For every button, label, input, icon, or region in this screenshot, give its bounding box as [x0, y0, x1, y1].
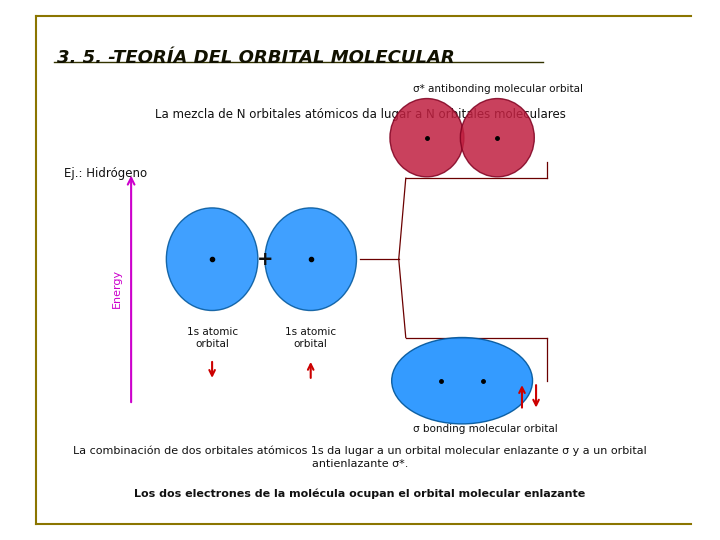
Text: 1s atomic
orbital: 1s atomic orbital: [186, 327, 238, 349]
Text: Los dos electrones de la molécula ocupan el orbital molecular enlazante: Los dos electrones de la molécula ocupan…: [135, 489, 585, 499]
Text: σ* antibonding molecular orbital: σ* antibonding molecular orbital: [413, 84, 582, 94]
Text: 3. 5. -TEORÍA DEL ORBITAL MOLECULAR: 3. 5. -TEORÍA DEL ORBITAL MOLECULAR: [57, 49, 455, 66]
Text: Energy: Energy: [112, 269, 122, 308]
Ellipse shape: [390, 98, 464, 177]
Text: La combinación de dos orbitales atómicos 1s da lugar a un orbital molecular enla: La combinación de dos orbitales atómicos…: [73, 446, 647, 469]
Text: La mezcla de N orbitales atómicos da lugar a N orbitales moleculares: La mezcla de N orbitales atómicos da lug…: [155, 108, 565, 121]
Text: 1s atomic
orbital: 1s atomic orbital: [285, 327, 336, 349]
Text: Ej.: Hidrógeno: Ej.: Hidrógeno: [64, 167, 148, 180]
Text: σ bonding molecular orbital: σ bonding molecular orbital: [413, 424, 557, 434]
Text: +: +: [256, 249, 273, 269]
Ellipse shape: [460, 98, 534, 177]
Ellipse shape: [166, 208, 258, 310]
Ellipse shape: [265, 208, 356, 310]
Ellipse shape: [392, 338, 533, 424]
